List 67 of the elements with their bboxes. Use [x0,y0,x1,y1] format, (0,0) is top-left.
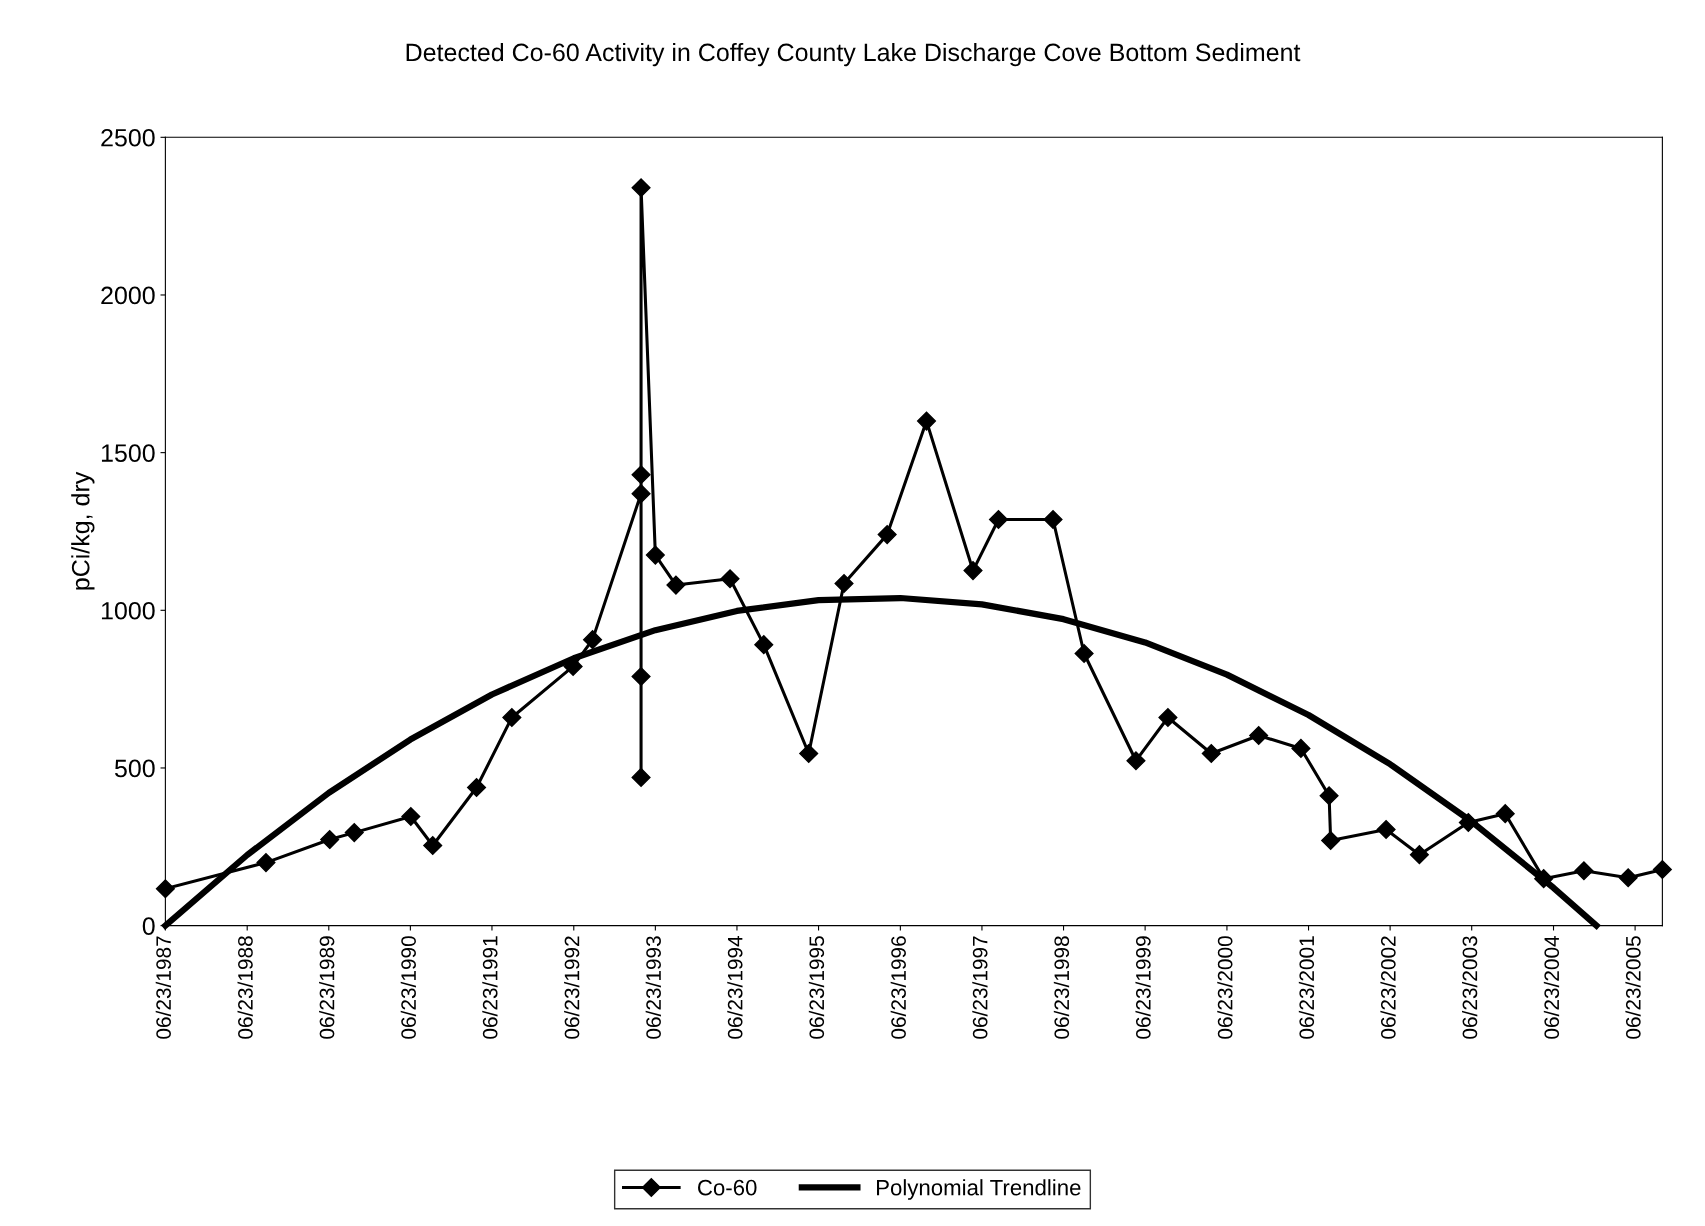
point [256,853,276,873]
point [631,767,651,787]
y-tick-label: 2000 [101,286,155,305]
point [963,561,983,581]
point [631,484,651,504]
point [1074,643,1094,664]
x-tick-label: 06/23/1993 [645,936,661,1039]
point [645,545,665,565]
chart-title: Detected Co-60 Activity in Coffey County Lake Discharge Cove Bottom Sediment [406,42,1301,67]
point [916,411,937,431]
legend-label: Polynomial Trendline [877,1179,1081,1200]
x-tick-label: 06/23/1991 [482,936,498,1039]
x-tick-label: 06/23/1994 [727,935,743,1039]
x-tick-label: 06/23/2003 [1461,936,1478,1039]
x-tick-label: 06/23/1996 [890,936,906,1039]
x-tick-label: 06/23/2000 [1217,936,1233,1039]
x-tick-label: 06/23/1989 [319,936,335,1039]
x-tick-label: 06/23/1992 [564,936,580,1039]
point [344,823,364,843]
point [720,569,740,589]
point [1201,743,1221,763]
point [754,635,774,655]
x-tick-label: 06/23/2002 [1380,936,1396,1039]
y-tick-label: 1000 [101,601,155,620]
x-tick-label: 06/23/1998 [1053,936,1070,1039]
point [988,509,1009,530]
y-axis-title: pCi/kg, dry [71,471,95,590]
point [631,178,651,198]
point [423,836,443,856]
point [1291,738,1311,758]
point [834,573,854,594]
point [1409,845,1429,865]
point [631,465,651,485]
point [502,707,522,728]
y-tick-label: 1500 [101,444,155,462]
point [1126,751,1146,771]
x-tick-label: 06/23/2005 [1625,936,1641,1039]
x-tick-label: 06/23/2001 [1298,936,1315,1039]
y-tick-label: 2500 [101,128,155,147]
point [467,777,487,798]
x-tick-label: 06/23/1990 [400,936,416,1039]
point [666,575,686,595]
point [1376,819,1396,839]
y-tick-label: 500 [114,759,155,778]
x-tick-label: 06/23/1995 [808,936,825,1039]
x-tick-label: 06/23/1997 [972,936,988,1039]
y-tick-label: 0 [142,917,155,935]
x-tick-label: 06/23/2004 [1543,935,1560,1039]
point [1043,509,1063,530]
point [877,525,897,545]
point [1495,804,1515,824]
x-tick-label: 06/23/1987 [155,936,171,1039]
point [401,806,421,827]
point [1618,868,1638,888]
point [1321,830,1341,851]
point [1249,725,1269,746]
point [583,630,603,650]
point [799,743,819,763]
point [1574,861,1594,881]
x-tick-label: 06/23/1999 [1135,936,1151,1039]
point [1158,707,1178,728]
x-tick-label: 06/23/1988 [237,936,253,1039]
point [320,830,340,850]
legend-label: Co-60 [698,1179,757,1196]
point [1319,786,1339,806]
point [631,666,651,687]
point [155,879,175,899]
